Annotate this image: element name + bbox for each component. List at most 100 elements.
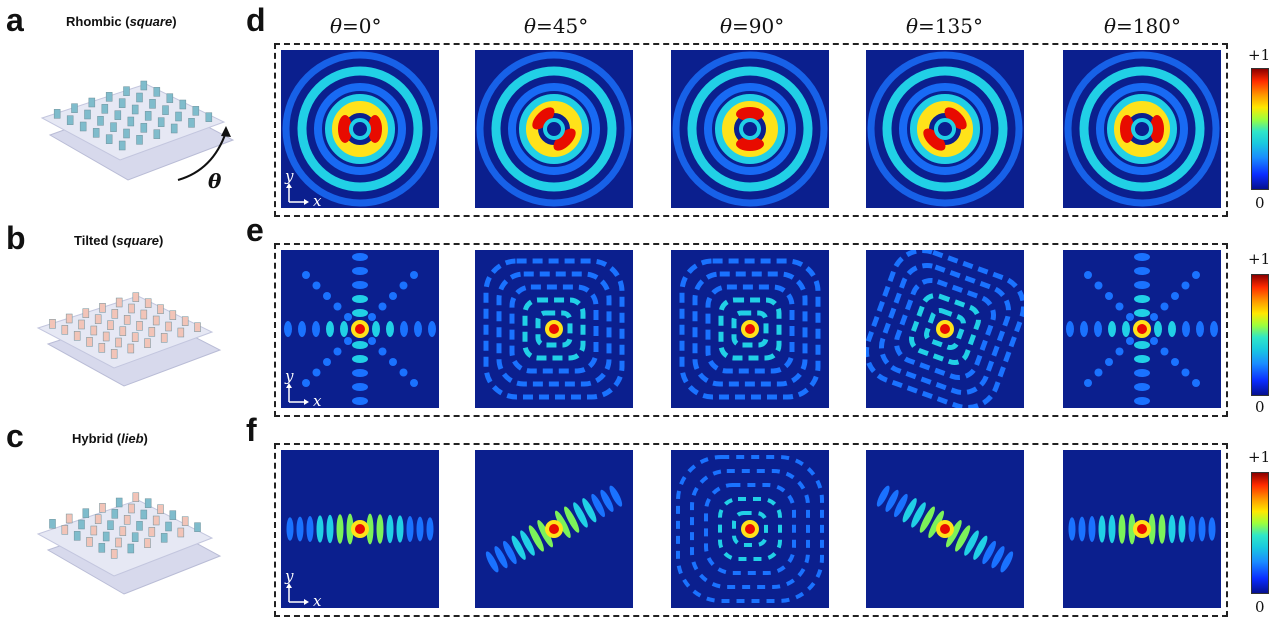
lattice-pillar xyxy=(101,104,109,114)
lattice-pillar xyxy=(192,106,200,116)
field-map-f-1 xyxy=(475,450,633,608)
lattice-pillar xyxy=(123,86,130,96)
lattice-pillar xyxy=(115,297,123,308)
lattice-pillar xyxy=(160,533,168,543)
lattice-pillar xyxy=(123,128,130,139)
lattice-pillar xyxy=(177,527,185,538)
lattice-pillar xyxy=(84,109,91,120)
lattice-pillar xyxy=(118,98,126,108)
lattice-pillar xyxy=(152,515,160,526)
colorbar-e-min: 0 xyxy=(1255,398,1265,416)
xy-axis-indicator: yx xyxy=(284,567,322,608)
colorbar-d-max: +1 xyxy=(1248,46,1271,64)
colorbar-f-max: +1 xyxy=(1248,448,1271,466)
field-map-e-1 xyxy=(475,250,633,408)
lattice-pillar xyxy=(152,315,160,326)
lattice-pillar xyxy=(73,331,81,341)
lattice-pillar xyxy=(102,331,110,342)
lattice-pillar xyxy=(177,327,185,338)
x-axis-label: x xyxy=(313,592,322,608)
lattice-pillar xyxy=(115,337,122,348)
lattice-pillar xyxy=(144,298,152,308)
colorbar-f xyxy=(1251,472,1269,594)
field-map-e-4 xyxy=(1063,250,1221,408)
panel-letter-d: d xyxy=(246,2,266,38)
lattice-pillar xyxy=(140,123,148,133)
lattice-pillar xyxy=(115,497,123,508)
lattice-pillar xyxy=(78,319,85,330)
colorbar-e xyxy=(1251,274,1269,396)
lattice-pillar xyxy=(131,532,139,542)
column-header-0: θ=0° xyxy=(330,14,382,38)
row-box-d xyxy=(274,43,1228,217)
lattice-pillar xyxy=(92,128,100,138)
lattice-pillar xyxy=(136,92,143,103)
lattice-pillar xyxy=(90,325,98,336)
lattice-pillar xyxy=(149,99,156,109)
lattice-pillar xyxy=(131,332,139,342)
lattice-pillar xyxy=(148,527,156,537)
lattice-pillar xyxy=(194,522,201,532)
lattice-pillar xyxy=(165,521,172,532)
lattice-pillar xyxy=(127,343,135,354)
column-header-135: θ=135° xyxy=(906,14,983,38)
colorbar-f-min: 0 xyxy=(1255,598,1265,616)
lattice-pillar xyxy=(53,109,61,119)
panel-letter-e: e xyxy=(246,212,264,248)
lattice-pillar xyxy=(153,129,161,139)
lattice-pillar xyxy=(131,104,139,115)
lattice-pillar xyxy=(175,111,182,122)
lattice-pillar xyxy=(160,333,168,343)
lattice-pillar xyxy=(97,116,104,126)
lattice-pillar xyxy=(157,304,164,314)
lattice-pillar xyxy=(136,321,143,331)
lattice-pillar xyxy=(82,508,90,518)
lattice-pillar xyxy=(148,327,156,337)
y-axis-label: y xyxy=(284,367,294,385)
lattice-pillar xyxy=(136,135,143,145)
row-box-f xyxy=(274,443,1228,617)
panel-letter-b: b xyxy=(6,220,26,256)
lattice-pillar xyxy=(132,292,140,302)
column-header-90: θ=90° xyxy=(720,14,785,38)
panel-letter-f: f xyxy=(246,412,257,448)
lattice-pillar xyxy=(94,514,102,524)
lattice-pillar xyxy=(61,525,69,535)
field-map-f-3 xyxy=(866,450,1024,608)
lattice-pillar xyxy=(181,316,189,326)
y-axis-label: y xyxy=(284,167,294,185)
lattice-pillar xyxy=(127,116,135,127)
lattice-pillar xyxy=(119,526,127,536)
y-axis-label: y xyxy=(284,567,294,585)
lattice-pillar xyxy=(127,543,135,554)
rotation-angle-symbol: θ xyxy=(208,169,222,193)
lattice-pillar xyxy=(144,498,152,508)
lattice-pillar xyxy=(102,531,110,542)
lattice-pillar xyxy=(110,349,118,359)
lattice-pillar xyxy=(144,111,152,121)
lattice-pillar xyxy=(49,319,56,329)
lattice-pillar xyxy=(86,337,93,347)
lattice-pillar xyxy=(132,492,140,502)
lattice-pillar xyxy=(194,322,201,332)
row-box-e xyxy=(274,243,1228,417)
lattice-pillar xyxy=(170,123,178,134)
lattice-pillar xyxy=(118,140,126,151)
lattice-pillar xyxy=(179,99,187,110)
column-header-45: θ=45° xyxy=(524,14,589,38)
xy-axis-indicator: yx xyxy=(284,167,322,208)
lattice-pillar xyxy=(49,519,56,529)
lattice-pillar xyxy=(136,521,143,531)
lattice-pillar xyxy=(123,315,131,325)
field-map-f-4 xyxy=(1063,450,1221,608)
colorbar-d xyxy=(1251,68,1269,190)
field-map-d-2 xyxy=(671,50,829,208)
lattice-pillar xyxy=(128,503,135,514)
rhombic-lattice-schematic: θ xyxy=(40,80,235,193)
lattice-pillar xyxy=(82,308,90,318)
field-map-d-1 xyxy=(475,50,633,208)
lattice-pillar xyxy=(153,87,161,97)
lattice-pillar xyxy=(115,537,122,548)
